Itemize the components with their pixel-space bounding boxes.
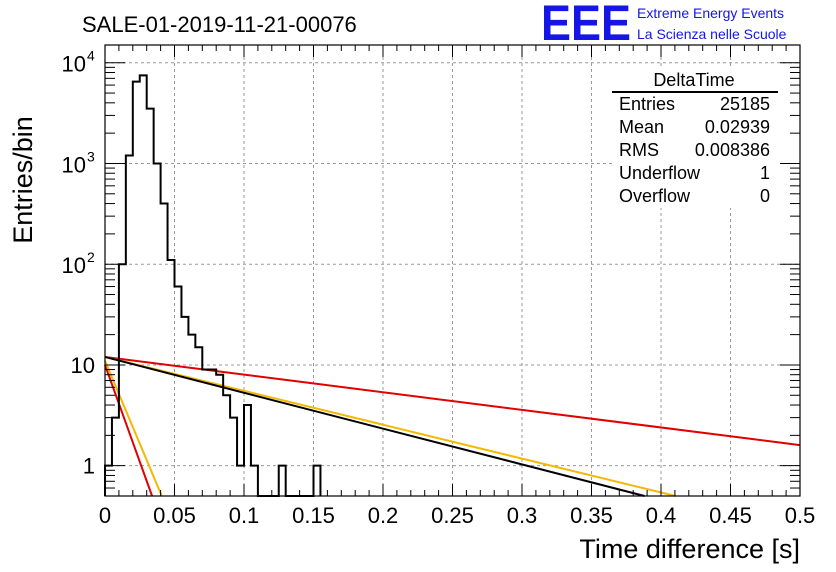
chart-title: SALE-01-2019-11-21-00076 bbox=[82, 12, 357, 37]
stats-value: 0.008386 bbox=[695, 140, 770, 160]
tick-labels: 0 0.05 0.1 0.15 0.2 0.25 0.3 0.35 0.4 0.45 0.51101… bbox=[62, 48, 816, 528]
stats-title: DeltaTime bbox=[653, 70, 734, 90]
x-axis-label: Time difference [s] bbox=[579, 534, 800, 564]
y-tick-label: 10 bbox=[71, 353, 95, 378]
fit-line bbox=[104, 360, 163, 497]
x-tick-label: 0.45 bbox=[709, 503, 752, 528]
stats-value: 25185 bbox=[720, 94, 770, 114]
x-tick-label: 0.2 bbox=[368, 503, 399, 528]
histogram-outline bbox=[104, 74, 322, 497]
x-tick-label: 0.4 bbox=[646, 503, 677, 528]
x-tick-label: 0.05 bbox=[153, 503, 196, 528]
x-tick-label: 0.25 bbox=[431, 503, 474, 528]
x-tick-label: 0.15 bbox=[292, 503, 335, 528]
stats-label: RMS bbox=[619, 140, 659, 160]
grid bbox=[105, 45, 800, 496]
y-axis-label: Entries/bin bbox=[8, 116, 38, 244]
y-tick-exponent: 3 bbox=[87, 148, 95, 164]
fit-line bbox=[104, 355, 645, 497]
logo-letters: EEE bbox=[541, 0, 631, 51]
x-tick-label: 0 bbox=[99, 503, 111, 528]
histogram bbox=[104, 74, 322, 497]
eee-logo: EEE Extreme Energy Events La Scienza nel… bbox=[541, 0, 787, 51]
fit-line bbox=[104, 355, 801, 447]
y-tick-label: 1 bbox=[83, 454, 95, 479]
y-tick-label: 10 bbox=[62, 253, 86, 278]
fit-lines bbox=[104, 355, 801, 497]
axis-ticks bbox=[104, 45, 801, 497]
x-tick-label: 0.5 bbox=[785, 503, 816, 528]
logo-line1: Extreme Energy Events bbox=[637, 5, 784, 21]
y-tick-label: 10 bbox=[62, 52, 86, 77]
x-tick-label: 0.35 bbox=[570, 503, 613, 528]
logo-line2: La Scienza nelle Scuole bbox=[637, 26, 787, 42]
stats-label: Mean bbox=[619, 117, 664, 137]
x-tick-label: 0.1 bbox=[229, 503, 260, 528]
stats-label: Underflow bbox=[619, 163, 701, 183]
stats-value: 1 bbox=[760, 163, 770, 183]
x-tick-label: 0.3 bbox=[507, 503, 538, 528]
stats-label: Entries bbox=[619, 94, 675, 114]
stats-value: 0 bbox=[760, 186, 770, 206]
fit-line bbox=[104, 355, 676, 497]
stats-value: 0.02939 bbox=[705, 117, 770, 137]
fit-line bbox=[104, 364, 154, 497]
y-tick-exponent: 2 bbox=[87, 249, 95, 265]
y-tick-label: 10 bbox=[62, 152, 86, 177]
stats-box: DeltaTime Entries 25185 Mean 0.02939 RMS… bbox=[612, 68, 780, 208]
y-tick-exponent: 4 bbox=[87, 48, 95, 64]
stats-label: Overflow bbox=[619, 186, 691, 206]
